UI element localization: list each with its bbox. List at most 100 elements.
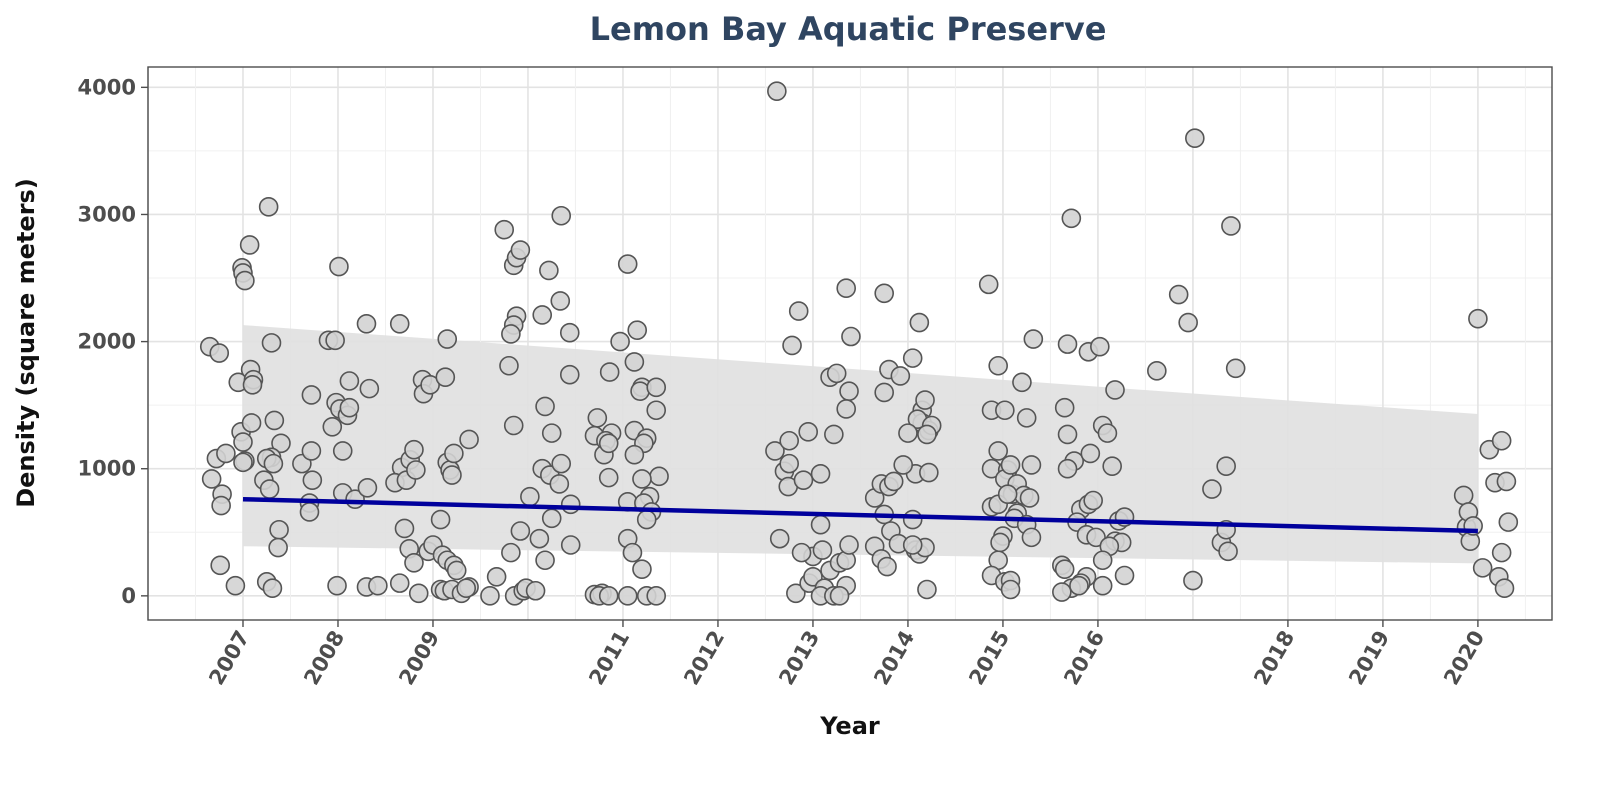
data-point: [535, 550, 555, 571]
data-point: [535, 396, 555, 417]
data-point: [810, 514, 831, 535]
data-point: [551, 453, 572, 474]
data-point: [339, 397, 360, 418]
trend-line-group: [242, 496, 1478, 534]
data-point: [332, 441, 353, 461]
data-point: [599, 362, 620, 382]
data-point: [325, 330, 345, 351]
data-point: [839, 381, 859, 401]
data-point: [893, 455, 913, 475]
data-point: [539, 260, 559, 281]
data-point: [211, 495, 231, 516]
data-point: [1019, 488, 1040, 508]
data-point: [786, 583, 806, 604]
data-point: [1016, 408, 1037, 428]
data-points: [199, 81, 1519, 606]
data-point: [437, 329, 458, 349]
data-point: [1168, 284, 1189, 305]
data-point: [408, 583, 429, 604]
y-tick-label: 1000: [78, 457, 136, 481]
data-point: [788, 301, 809, 321]
data-point: [235, 270, 255, 291]
data-point: [368, 575, 388, 596]
data-point: [339, 371, 360, 391]
data-point: [1021, 527, 1042, 548]
data-point: [1097, 423, 1118, 443]
data-point: [225, 575, 246, 596]
data-point: [420, 375, 440, 395]
data-point: [909, 312, 930, 333]
data-point: [1023, 329, 1044, 349]
data-point: [501, 542, 521, 563]
data-point: [1202, 479, 1222, 499]
data-point: [598, 467, 619, 488]
data-point: [1086, 527, 1106, 548]
data-point: [301, 385, 322, 405]
data-point: [793, 470, 814, 490]
data-point: [302, 470, 323, 490]
data-point: [1468, 308, 1488, 329]
data-point: [263, 453, 284, 474]
data-point: [988, 441, 1008, 461]
data-point: [259, 479, 280, 499]
data-point: [406, 460, 426, 480]
data-point: [503, 415, 524, 436]
data-point: [430, 509, 451, 530]
data-point: [841, 326, 861, 347]
data-point: [216, 443, 236, 464]
data-point: [550, 291, 571, 311]
data-point: [826, 363, 847, 384]
data-point: [560, 494, 581, 515]
data-point: [404, 439, 424, 460]
data-point: [877, 556, 897, 577]
data-point: [632, 469, 652, 489]
data-point: [1453, 485, 1474, 506]
data-point: [446, 560, 467, 581]
data-point: [1083, 490, 1103, 511]
trend-line: [242, 496, 1478, 534]
data-point: [765, 441, 785, 461]
data-point: [560, 535, 581, 555]
data-point: [359, 378, 380, 399]
confidence-band-area: [242, 325, 1478, 564]
data-point: [610, 331, 630, 352]
data-point: [1218, 541, 1238, 562]
data-point: [261, 333, 282, 353]
data-point: [1102, 456, 1122, 476]
data-point: [529, 528, 550, 549]
data-point: [549, 474, 570, 494]
data-point: [264, 410, 285, 431]
data-point: [1221, 216, 1241, 236]
data-point: [299, 502, 320, 522]
data-point: [541, 508, 562, 529]
y-axis-title: Density (square meters): [12, 178, 40, 508]
data-point: [890, 366, 911, 386]
data-point: [1092, 575, 1113, 596]
data-point: [988, 355, 1008, 376]
data-point: [632, 559, 652, 579]
data-point: [1021, 455, 1042, 475]
data-point: [499, 355, 519, 376]
data-point: [1105, 380, 1125, 400]
data-point: [917, 424, 937, 445]
data-point: [779, 453, 800, 474]
data-point: [559, 322, 580, 343]
data-point: [329, 256, 349, 277]
data-point: [389, 573, 410, 593]
data-point: [1012, 372, 1032, 393]
y-tick-label: 3000: [78, 202, 136, 226]
data-point: [836, 278, 857, 299]
data-point: [1496, 471, 1517, 492]
data-point: [902, 509, 923, 530]
data-point: [525, 580, 546, 601]
data-point: [480, 586, 500, 606]
data-point: [239, 235, 260, 255]
data-point: [327, 575, 347, 596]
y-tick-label: 4000: [78, 75, 136, 99]
data-point: [636, 509, 657, 530]
data-point: [874, 283, 894, 304]
data-point: [767, 81, 787, 101]
data-point: [1000, 455, 1021, 475]
data-point: [510, 240, 531, 260]
